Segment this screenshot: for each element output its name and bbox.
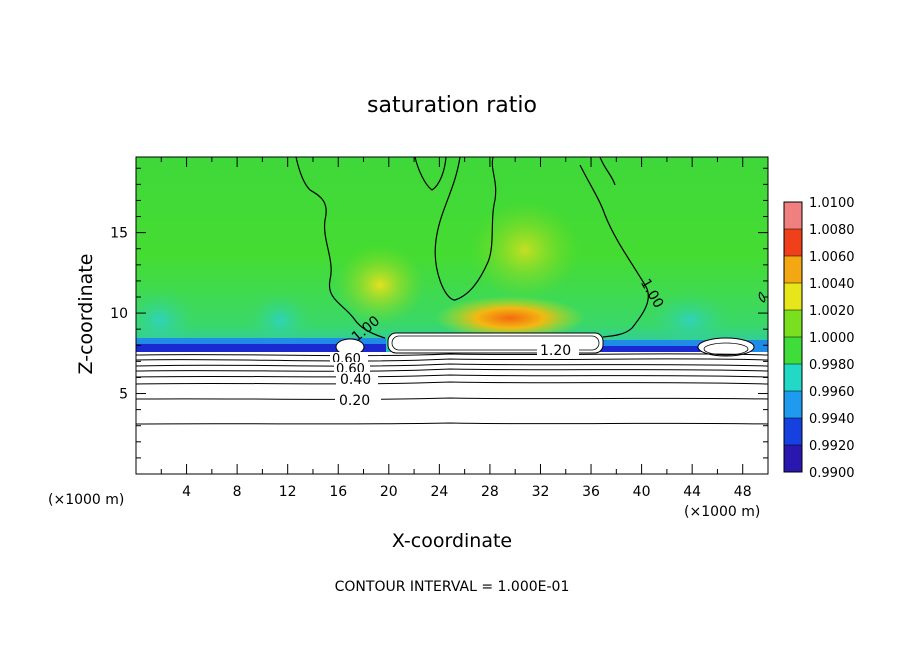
colorbar-tick-label: 1.0020 [809,304,855,319]
colorbar-tick-label: 1.0040 [809,277,855,292]
y-tick-label: 5 [119,387,128,403]
colorbar-band [784,337,802,365]
x-unit-label-left: (×1000 m) [48,492,124,508]
x-tick-label: 28 [481,484,499,500]
x-tick-label: 32 [532,484,550,500]
y-axis-title: Z-coordinate [75,254,97,375]
colorbar-tick-label: 0.9940 [809,412,855,427]
colorbar-band [784,364,802,392]
chart-title: saturation ratio [367,93,537,118]
y-tick-label: 10 [110,306,128,322]
plot-area [136,157,768,474]
contour-label: 0.20 [339,393,370,409]
y-tick-label: 15 [110,226,128,242]
contour-interval-note: CONTOUR INTERVAL = 1.000E-01 [335,579,570,595]
x-tick-label: 48 [734,484,752,500]
x-tick-label: 20 [380,484,398,500]
colorbar: 1.0100 1.0080 1.0060 1.0040 1.0020 1.0000 0.99… [783,196,855,481]
colorbar-band [784,283,802,311]
x-tick-label: 24 [430,484,448,500]
x-unit-label-right: (×1000 m) [684,504,760,520]
plot-frame [135,156,769,475]
x-tick-label: 40 [633,484,651,500]
contour-label: 1.20 [540,343,571,359]
colorbar-tick-label: 0.9920 [809,439,855,454]
colorbar-band [784,256,802,284]
colorbar-band [784,445,802,473]
x-tick-label: 12 [279,484,297,500]
colorbar-band [784,418,802,446]
x-tick-label: 36 [582,484,600,500]
x-tick-label: 44 [683,484,701,500]
x-axis: 4 8 12 16 20 24 28 32 36 40 44 48 [160,157,752,500]
colorbar-band [784,310,802,338]
colorbar-tick-label: 1.0000 [809,331,855,346]
x-tick-label: 8 [233,484,242,500]
colorbar-tick-label: 0.9900 [809,466,855,481]
colorbar-tick-label: 1.0060 [809,250,855,265]
x-tick-label: 4 [182,484,191,500]
colorbar-band [784,202,802,230]
x-axis-title: X-coordinate [392,530,512,552]
contour-label: 0.40 [340,372,371,388]
y-axis: 5 10 15 [110,167,768,459]
colorbar-band [784,391,802,419]
colorbar-tick-label: 1.0080 [809,223,855,238]
colorbar-tick-label: 0.9960 [809,385,855,400]
colorbar-tick-label: 0.9980 [809,358,855,373]
colorbar-tick-label: 1.0100 [809,196,855,211]
colorbar-band [784,229,802,257]
x-tick-label: 16 [329,484,347,500]
